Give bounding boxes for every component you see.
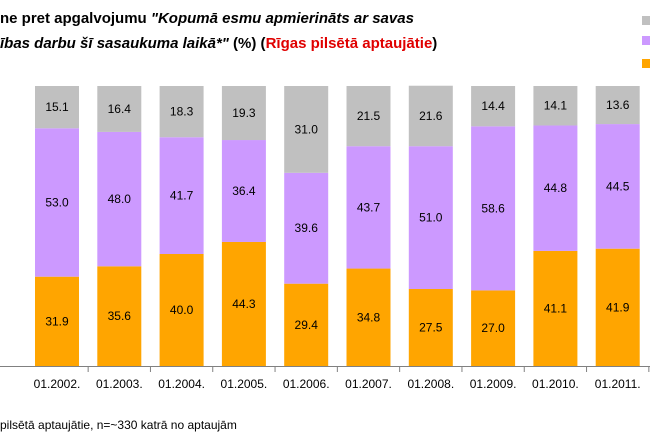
data-label-top-4: 31.0 — [295, 122, 319, 136]
legend-marker-bottom — [642, 59, 650, 68]
title-text-2d: ) — [432, 35, 438, 52]
title-text-2b: (%) ( — [228, 35, 266, 52]
x-tick-label-3: 01.2005. — [221, 377, 268, 391]
bar-segment-top-6 — [408, 85, 453, 147]
data-label-bottom-9: 41.9 — [606, 300, 630, 314]
bar-segment-middle-9 — [595, 124, 640, 249]
title-highlight: Rīgas pilsētā aptaujātie — [265, 35, 433, 52]
x-tick-label-5: 01.2007. — [345, 377, 392, 391]
title-line-2: ības darbu šī sasaukuma laikā*" (%) (Rīg… — [0, 31, 650, 56]
data-label-bottom-5: 34.8 — [357, 310, 381, 324]
title-quote-2: ības darbu šī sasaukuma laikā*" — [0, 35, 229, 52]
data-label-middle-7: 58.6 — [481, 201, 505, 215]
bar-segment-middle-4 — [284, 172, 329, 284]
x-tick-label-8: 01.2010. — [532, 377, 579, 391]
title-text-1a: ne pret apgalvojumu — [0, 10, 151, 27]
bar-segment-middle-0 — [35, 128, 79, 277]
title-line-1: ne pret apgalvojumu "Kopumā esmu apmieri… — [0, 6, 650, 31]
data-label-bottom-6: 27.5 — [419, 321, 443, 335]
data-label-top-2: 18.3 — [170, 105, 194, 119]
data-label-top-6: 21.6 — [419, 109, 443, 123]
bar-segment-middle-8 — [533, 125, 578, 251]
data-label-bottom-8: 41.1 — [544, 301, 568, 315]
bar-segment-top-0 — [35, 86, 79, 129]
bar-segment-middle-5 — [346, 146, 391, 269]
bar-segment-bottom-5 — [346, 268, 391, 366]
x-tick-label-1: 01.2003. — [96, 377, 143, 391]
bar-segment-middle-3 — [221, 140, 266, 242]
bar-segment-top-7 — [471, 86, 516, 127]
data-label-middle-5: 43.7 — [357, 200, 381, 214]
data-label-middle-4: 39.6 — [295, 221, 319, 235]
data-label-middle-1: 48.0 — [108, 192, 132, 206]
data-label-bottom-3: 44.3 — [232, 297, 256, 311]
legend-marker-top — [642, 16, 650, 25]
bar-segment-bottom-2 — [159, 254, 204, 366]
data-label-middle-3: 36.4 — [232, 184, 256, 198]
x-tick-label-4: 01.2006. — [283, 377, 330, 391]
x-tick-label-6: 01.2008. — [407, 377, 454, 391]
data-label-middle-8: 44.8 — [544, 181, 568, 195]
data-label-middle-0: 53.0 — [45, 195, 69, 209]
x-tick-label-0: 01.2002. — [34, 377, 81, 391]
data-label-middle-6: 51.0 — [419, 211, 443, 225]
legend-marker-middle — [642, 36, 650, 45]
bar-segment-middle-2 — [159, 137, 204, 254]
bar-segment-top-1 — [97, 86, 142, 132]
data-label-middle-2: 41.7 — [170, 189, 194, 203]
title-quote-1: "Kopumā esmu apmierināts ar savas — [150, 10, 414, 27]
bar-segment-bottom-8 — [533, 250, 578, 366]
data-label-top-7: 14.4 — [481, 99, 505, 113]
data-label-bottom-1: 35.6 — [108, 309, 132, 323]
bar-segment-top-4 — [284, 86, 329, 173]
data-label-bottom-4: 29.4 — [295, 318, 319, 332]
chart-title: ne pret apgalvojumu "Kopumā esmu apmieri… — [0, 6, 650, 56]
data-label-top-1: 16.4 — [108, 102, 132, 116]
bar-segment-top-3 — [221, 86, 266, 141]
bar-segment-bottom-3 — [221, 241, 266, 366]
bar-segment-middle-1 — [97, 131, 142, 267]
bar-segment-bottom-6 — [408, 289, 453, 366]
bar-segment-bottom-4 — [284, 283, 329, 366]
bar-segment-bottom-7 — [471, 290, 516, 366]
data-label-middle-9: 44.5 — [606, 179, 630, 193]
bar-segment-middle-7 — [471, 126, 516, 291]
bar-segment-middle-6 — [408, 146, 453, 289]
bar-segment-bottom-0 — [35, 276, 79, 366]
bar-segment-bottom-9 — [595, 248, 640, 366]
data-label-bottom-2: 40.0 — [170, 303, 194, 317]
data-label-top-3: 19.3 — [232, 106, 256, 120]
x-tick-label-9: 01.2011. — [595, 377, 641, 391]
bar-segment-top-5 — [346, 86, 391, 147]
footnote: pilsētā aptaujātie, n=~330 katrā no apta… — [0, 418, 237, 432]
data-label-bottom-7: 27.0 — [481, 321, 505, 335]
data-label-top-5: 21.5 — [357, 109, 381, 123]
x-tick-label-7: 01.2009. — [470, 377, 517, 391]
bar-segment-top-2 — [159, 86, 204, 138]
data-label-top-8: 14.1 — [544, 99, 568, 113]
bar-segment-top-9 — [595, 86, 640, 125]
x-tick-label-2: 01.2004. — [158, 377, 205, 391]
bar-segment-bottom-1 — [97, 266, 142, 366]
bar-segment-top-8 — [533, 86, 578, 126]
data-label-top-0: 15.1 — [45, 100, 69, 114]
data-label-bottom-0: 31.9 — [45, 314, 69, 328]
data-label-top-9: 13.6 — [606, 98, 630, 112]
